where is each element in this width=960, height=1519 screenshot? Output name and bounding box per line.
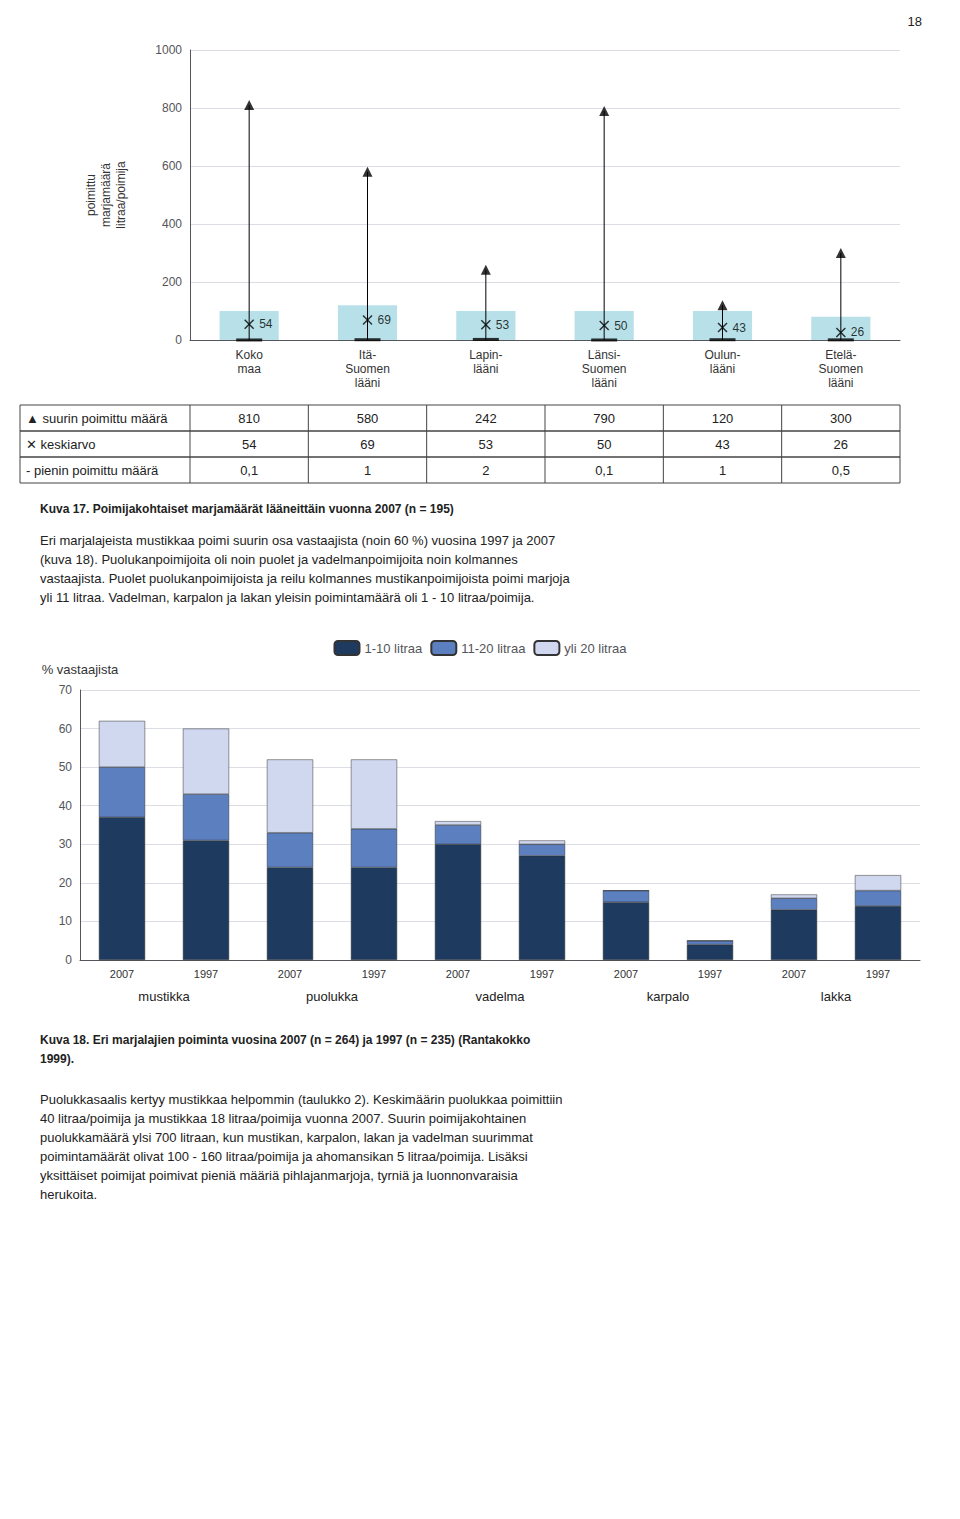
svg-text:300: 300 <box>830 411 852 426</box>
svg-text:lääni: lääni <box>591 376 616 390</box>
svg-text:Suomen: Suomen <box>345 362 390 376</box>
svg-text:54: 54 <box>242 437 256 452</box>
svg-text:50: 50 <box>59 760 73 774</box>
svg-text:50: 50 <box>614 319 628 333</box>
svg-text:20: 20 <box>59 876 73 890</box>
svg-text:2007: 2007 <box>782 968 806 980</box>
svg-text:Kuva 18. Eri marjalajien poimi: Kuva 18. Eri marjalajien poiminta vuosin… <box>40 1033 530 1047</box>
svg-text:vastaajista. Puolet puolukanpo: vastaajista. Puolet puolukanpoimijoista … <box>40 571 570 586</box>
svg-text:vadelma: vadelma <box>475 989 525 1004</box>
svg-text:2007: 2007 <box>614 968 638 980</box>
svg-text:Etelä-: Etelä- <box>825 348 856 362</box>
svg-text:- pienin poimittu määrä: - pienin poimittu määrä <box>26 463 159 478</box>
svg-text:580: 580 <box>357 411 379 426</box>
svg-text:Eri marjalajeista mustikkaa po: Eri marjalajeista mustikkaa poimi suurin… <box>40 533 555 548</box>
svg-text:69: 69 <box>378 313 392 327</box>
svg-text:mustikka: mustikka <box>138 989 190 1004</box>
svg-text:1999).: 1999). <box>40 1052 74 1066</box>
svg-text:lääni: lääni <box>355 376 380 390</box>
svg-text:1997: 1997 <box>194 968 218 980</box>
svg-text:53: 53 <box>496 318 510 332</box>
svg-text:1997: 1997 <box>866 968 890 980</box>
svg-text:lakka: lakka <box>821 989 852 1004</box>
svg-text:2: 2 <box>482 463 489 478</box>
svg-text:1: 1 <box>719 463 726 478</box>
svg-text:50: 50 <box>597 437 611 452</box>
svg-text:810: 810 <box>238 411 260 426</box>
svg-text:poimittu: poimittu <box>84 174 98 216</box>
svg-text:40: 40 <box>59 799 73 813</box>
svg-text:1997: 1997 <box>530 968 554 980</box>
svg-text:% vastaajista: % vastaajista <box>42 662 119 677</box>
svg-text:400: 400 <box>162 217 182 231</box>
svg-text:Lapin-: Lapin- <box>469 348 502 362</box>
svg-text:lääni: lääni <box>710 362 735 376</box>
svg-text:Koko: Koko <box>235 348 263 362</box>
svg-text:43: 43 <box>715 437 729 452</box>
svg-text:120: 120 <box>712 411 734 426</box>
svg-text:0,1: 0,1 <box>595 463 613 478</box>
svg-text:69: 69 <box>360 437 374 452</box>
svg-text:marjamäärä: marjamäärä <box>99 163 113 227</box>
svg-text:(kuva 18). Puolukanpoimijoita: (kuva 18). Puolukanpoimijoita oli noin p… <box>40 552 518 567</box>
svg-text:Puolukkasaalis kertyy mustikka: Puolukkasaalis kertyy mustikkaa helpommi… <box>40 1092 562 1107</box>
svg-text:yksittäiset poimijat poimivat: yksittäiset poimijat poimivat pieniä mää… <box>40 1168 518 1183</box>
svg-text:60: 60 <box>59 722 73 736</box>
svg-text:40 litraa/poimija ja mustikkaa: 40 litraa/poimija ja mustikkaa 18 litraa… <box>40 1111 526 1126</box>
svg-text:lääni: lääni <box>828 376 853 390</box>
svg-text:600: 600 <box>162 159 182 173</box>
svg-text:1: 1 <box>364 463 371 478</box>
svg-text:11-20 litraa: 11-20 litraa <box>461 641 526 656</box>
svg-text:43: 43 <box>733 321 747 335</box>
svg-text:2007: 2007 <box>278 968 302 980</box>
svg-text:▲ suurin poimittu määrä: ▲ suurin poimittu määrä <box>26 411 168 426</box>
svg-text:karpalo: karpalo <box>647 989 690 1004</box>
svg-text:yli 20 litraa: yli 20 litraa <box>564 641 627 656</box>
svg-text:2007: 2007 <box>110 968 134 980</box>
svg-text:puolukkamäärä ylsi 700 litraan: puolukkamäärä ylsi 700 litraan, kun must… <box>40 1130 533 1145</box>
svg-text:Länsi-: Länsi- <box>588 348 621 362</box>
svg-text:0: 0 <box>175 333 182 347</box>
svg-text:1997: 1997 <box>698 968 722 980</box>
svg-text:70: 70 <box>59 683 73 697</box>
svg-text:poimintamäärät olivat 100 - 16: poimintamäärät olivat 100 - 160 litraa/p… <box>40 1149 528 1164</box>
svg-text:Itä-: Itä- <box>359 348 376 362</box>
svg-text:54: 54 <box>259 317 273 331</box>
svg-text:✕ keskiarvo: ✕ keskiarvo <box>26 437 96 452</box>
svg-text:Suomen: Suomen <box>582 362 627 376</box>
svg-text:maa: maa <box>237 362 261 376</box>
svg-text:lääni: lääni <box>473 362 498 376</box>
svg-text:53: 53 <box>479 437 493 452</box>
svg-text:herukoita.: herukoita. <box>40 1187 97 1202</box>
svg-text:1000: 1000 <box>155 43 182 57</box>
svg-text:1-10 litraa: 1-10 litraa <box>364 641 423 656</box>
svg-text:Oulun-: Oulun- <box>704 348 740 362</box>
svg-text:0,5: 0,5 <box>832 463 850 478</box>
svg-text:18: 18 <box>908 14 922 29</box>
svg-text:Kuva 17. Poimijakohtaiset marj: Kuva 17. Poimijakohtaiset marjamäärät lä… <box>40 502 454 516</box>
svg-text:30: 30 <box>59 837 73 851</box>
svg-text:200: 200 <box>162 275 182 289</box>
svg-text:800: 800 <box>162 101 182 115</box>
svg-text:790: 790 <box>593 411 615 426</box>
svg-text:0,1: 0,1 <box>240 463 258 478</box>
svg-text:litraa/poimija: litraa/poimija <box>114 161 128 229</box>
svg-text:puolukka: puolukka <box>306 989 359 1004</box>
svg-text:2007: 2007 <box>446 968 470 980</box>
svg-text:26: 26 <box>834 437 848 452</box>
svg-text:26: 26 <box>851 325 865 339</box>
svg-text:1997: 1997 <box>362 968 386 980</box>
svg-text:0: 0 <box>65 953 72 967</box>
svg-text:Suomen: Suomen <box>818 362 863 376</box>
svg-text:yli 11 litraa. Vadelman, karpa: yli 11 litraa. Vadelman, karpalon ja lak… <box>40 590 534 605</box>
svg-text:242: 242 <box>475 411 497 426</box>
svg-text:10: 10 <box>59 914 73 928</box>
